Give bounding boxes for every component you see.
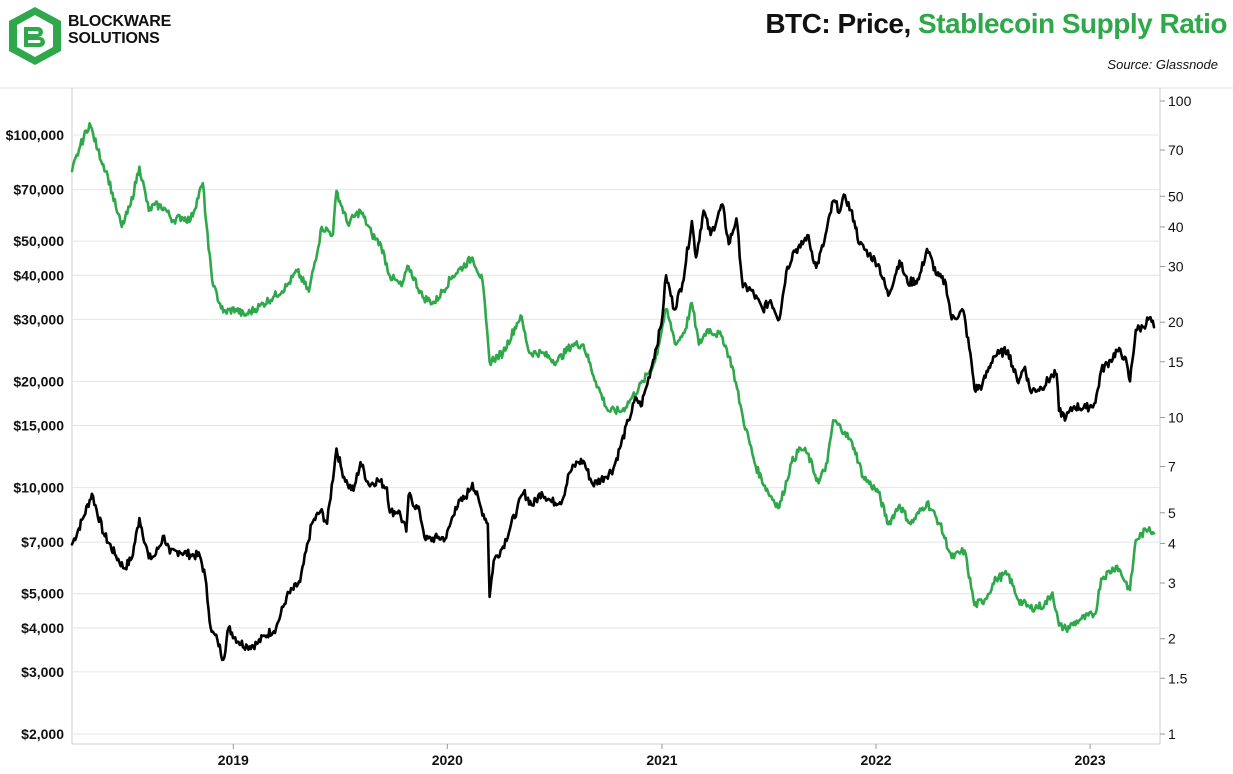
title-price: BTC: Price, xyxy=(765,8,919,39)
left-tick-label: $20,000 xyxy=(13,373,64,389)
right-tick-label: 40 xyxy=(1168,219,1184,235)
right-tick-label: 20 xyxy=(1168,314,1184,330)
left-tick-label: $7,000 xyxy=(21,534,64,550)
left-tick-label: $3,000 xyxy=(21,664,64,680)
source-note: Source: Glassnode xyxy=(1107,57,1218,72)
right-tick-label: 100 xyxy=(1168,93,1192,109)
left-tick-label: $30,000 xyxy=(13,311,64,327)
series-lines xyxy=(70,122,1156,662)
left-tick-label: $2,000 xyxy=(21,726,64,742)
right-tick-label: 1 xyxy=(1168,726,1176,742)
x-tick-label: 2022 xyxy=(860,752,891,768)
right-tick-label: 15 xyxy=(1168,354,1184,370)
right-tick-label: 10 xyxy=(1168,410,1184,426)
brand-line1: BLOCKWARE xyxy=(68,13,172,30)
right-tick-label: 1.5 xyxy=(1168,670,1188,686)
left-axis-ticks: $100,000 $70,000 $50,000 $40,000 $30,000 $20,… xyxy=(6,127,65,742)
x-tick-label: 2020 xyxy=(432,752,463,768)
right-tick-label: 2 xyxy=(1168,631,1176,647)
left-tick-label: $70,000 xyxy=(13,182,64,198)
x-tick-label: 2021 xyxy=(646,752,677,768)
left-tick-label: $50,000 xyxy=(13,233,64,249)
right-tick-label: 30 xyxy=(1168,258,1184,274)
left-tick-label: $100,000 xyxy=(6,127,65,143)
left-tick-label: $10,000 xyxy=(13,480,64,496)
x-tick-label: 2019 xyxy=(218,752,249,768)
chart-title: BTC: Price, Stablecoin Supply Ratio xyxy=(765,8,1227,40)
right-tick-label: 3 xyxy=(1168,575,1176,591)
btc-price-line xyxy=(70,193,1156,662)
ssr-line xyxy=(70,122,1156,634)
brand-name: BLOCKWARE SOLUTIONS xyxy=(68,13,171,47)
right-tick-label: 70 xyxy=(1168,142,1184,158)
grid-lines xyxy=(0,87,1233,745)
left-tick-label: $40,000 xyxy=(13,267,64,283)
right-axis-ticks: 100 70 50 40 30 20 15 10 7 5 4 3 2 1.5 1 xyxy=(1160,93,1192,742)
right-tick-label: 50 xyxy=(1168,188,1184,204)
left-tick-label: $5,000 xyxy=(21,586,64,602)
left-tick-label: $15,000 xyxy=(13,417,64,433)
blockware-logo xyxy=(9,7,61,65)
x-tick-label: 2023 xyxy=(1074,752,1105,768)
x-axis-ticks: 2019 2020 2021 2022 2023 xyxy=(218,744,1106,768)
right-tick-label: 5 xyxy=(1168,505,1176,521)
right-tick-label: 4 xyxy=(1168,535,1176,551)
left-tick-label: $4,000 xyxy=(21,620,64,636)
right-tick-label: 7 xyxy=(1168,459,1176,475)
title-ssr: Stablecoin Supply Ratio xyxy=(918,8,1227,39)
brand-line2: SOLUTIONS xyxy=(68,30,160,47)
